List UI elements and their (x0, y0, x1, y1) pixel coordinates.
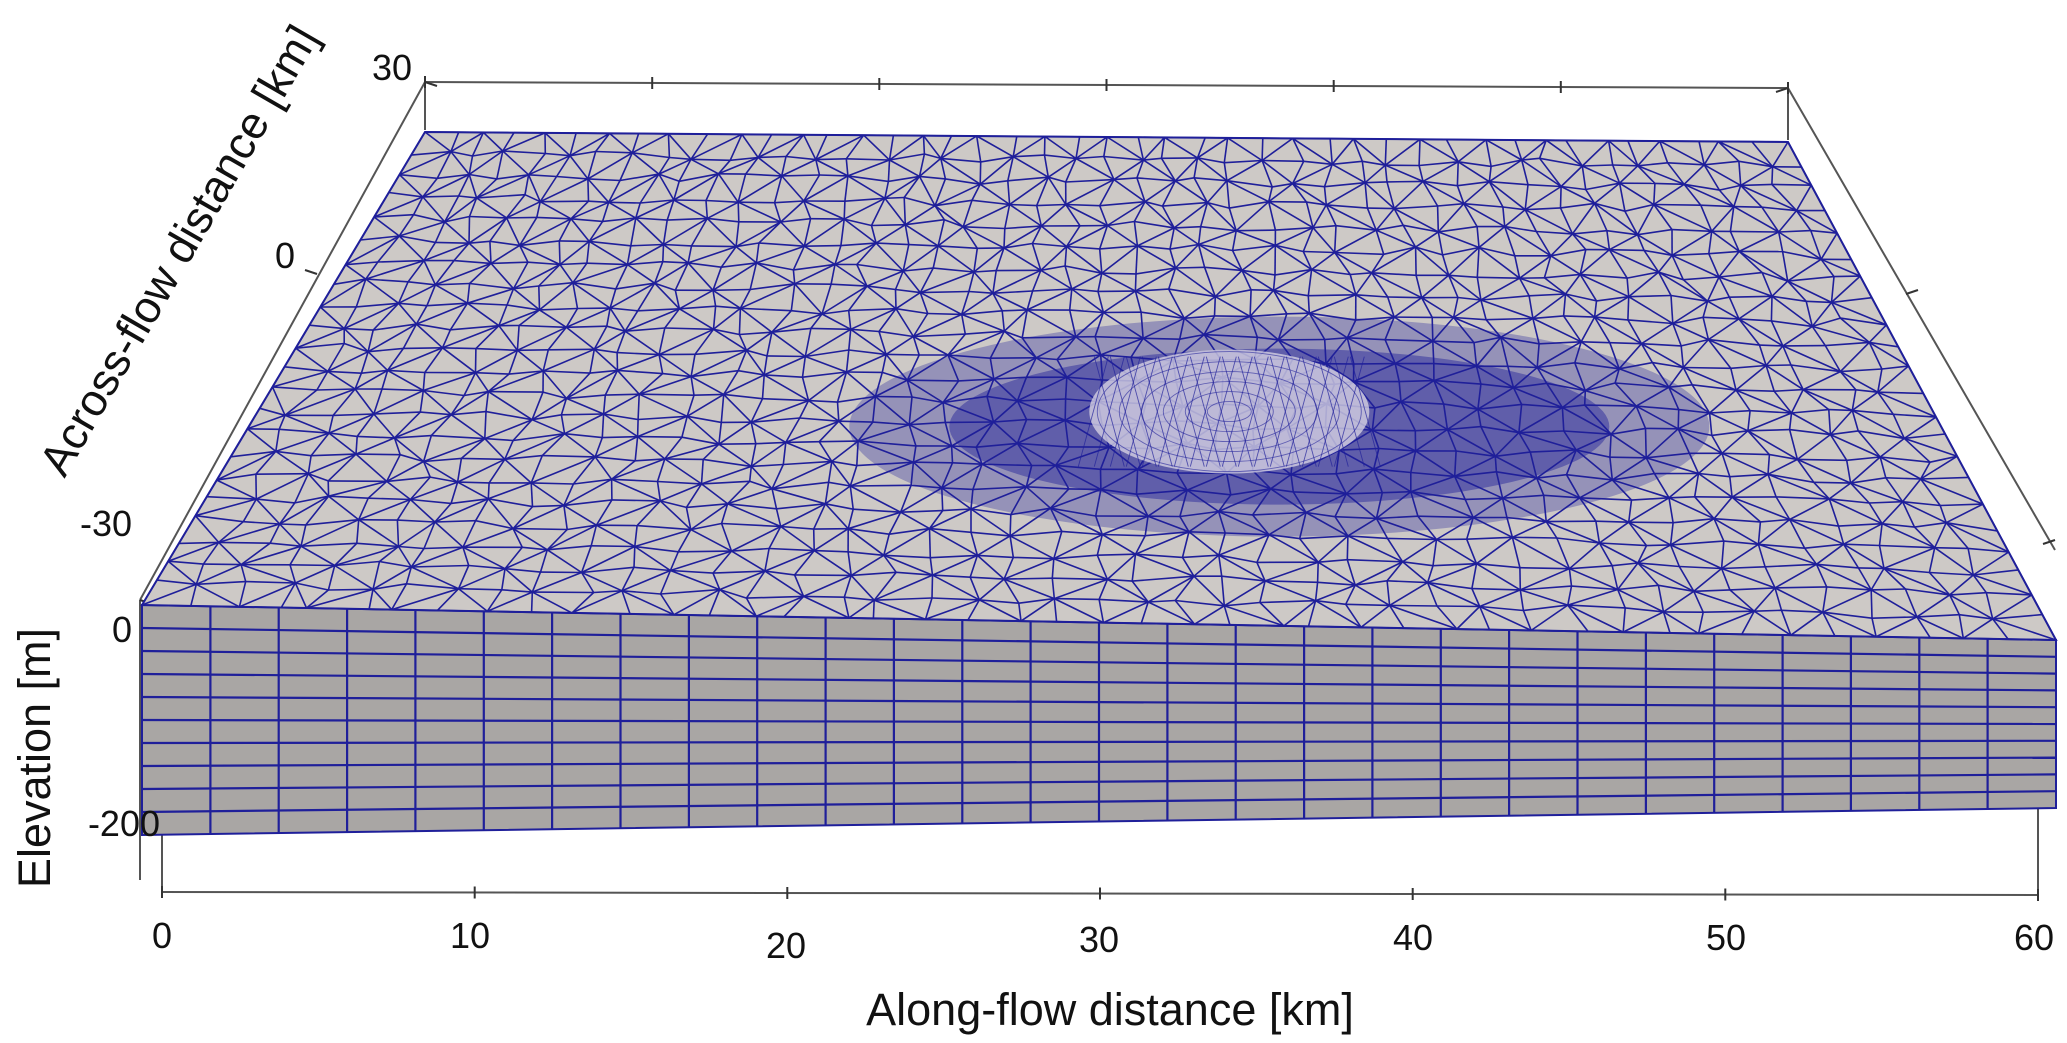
elevation-tick-label: -200 (88, 803, 160, 844)
along-tick-label: 20 (766, 925, 806, 966)
top-axis-ticks (425, 76, 1788, 94)
along-axis-title: Along-flow distance [km] (866, 984, 1354, 1035)
along-tick-label: 60 (2014, 917, 2054, 958)
bottom-axis-ticks (162, 886, 2038, 901)
along-tick-label: 50 (1706, 917, 1746, 958)
along-tick-label: 30 (1079, 919, 1119, 960)
mesh-refinement-hill (1089, 350, 1369, 474)
along-tick-label: 40 (1393, 917, 1433, 958)
across-tick-label: -30 (80, 503, 132, 544)
across-tick-label: 30 (372, 47, 412, 88)
along-tick-label: 0 (152, 915, 172, 956)
elevation-axis-title: Elevation [m] (9, 628, 60, 888)
across-tick-label: 0 (275, 235, 295, 276)
elevation-tick-label: 0 (112, 609, 132, 650)
along-tick-label: 10 (450, 915, 490, 956)
along-tick-labels: 0 10 20 30 40 50 60 (152, 915, 2054, 966)
